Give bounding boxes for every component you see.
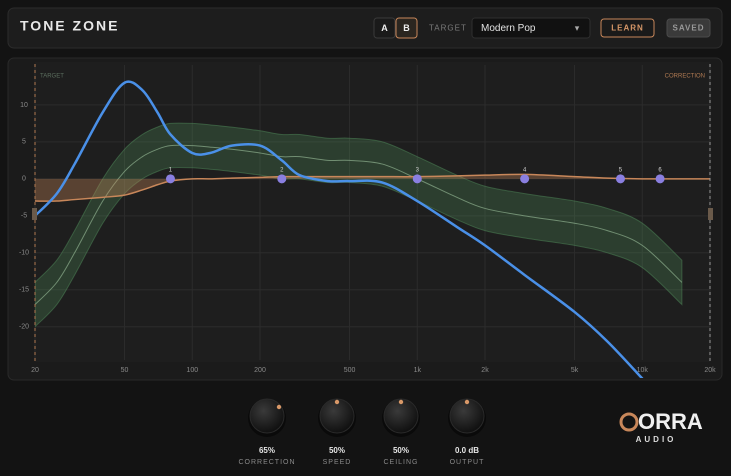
low-handle[interactable]: [32, 208, 37, 220]
knob-label: CORRECTION: [238, 459, 295, 466]
plot-area: [35, 62, 710, 362]
high-handle[interactable]: [708, 208, 713, 220]
knob[interactable]: [449, 398, 485, 434]
a-label: A: [381, 23, 388, 33]
eq-node[interactable]: [277, 174, 287, 184]
app-title: TONE ZONE: [20, 18, 119, 34]
x-tick-label: 5k: [571, 367, 579, 374]
y-tick-label: 5: [22, 139, 26, 146]
target-value: Modern Pop: [481, 23, 536, 34]
knob[interactable]: [249, 398, 285, 434]
target-band: [35, 122, 683, 328]
knob-value: 50%: [329, 446, 345, 455]
y-tick-label: -10: [19, 250, 29, 257]
learn-label: LEARN: [611, 24, 644, 33]
x-tick-label: 200: [254, 367, 266, 374]
correction-corner-label: CORRECTION: [665, 74, 705, 80]
y-tick-label: -15: [19, 287, 29, 294]
knob-indicator: [398, 399, 404, 405]
x-tick-label: 50: [121, 367, 129, 374]
knob-label: OUTPUT: [450, 459, 485, 466]
knob-label: SPEED: [323, 459, 352, 466]
x-tick-label: 20: [31, 367, 39, 374]
knob-label: CEILING: [383, 459, 418, 466]
knob[interactable]: [383, 398, 419, 434]
knob-indicator: [334, 399, 340, 405]
measured-curve: [35, 80, 644, 378]
node-label: 1: [169, 167, 173, 173]
logo-sub: AUDIO: [636, 435, 677, 444]
x-tick-label: 20k: [704, 367, 716, 374]
target-curve: [35, 144, 683, 305]
correction-curve: [35, 173, 710, 202]
a-button[interactable]: [373, 17, 396, 39]
y-tick-label: -20: [19, 324, 29, 331]
x-tick-label: 2k: [481, 367, 489, 374]
knob-indicator: [276, 404, 282, 410]
x-tick-label: 100: [186, 367, 198, 374]
knob[interactable]: [319, 398, 355, 434]
logo-name: ORRA: [638, 409, 703, 434]
saved-label: SAVED: [673, 24, 705, 33]
node-label: 2: [280, 167, 284, 173]
knob-value: 65%: [259, 446, 275, 455]
node-label: 5: [619, 167, 623, 173]
eq-node[interactable]: [655, 174, 665, 184]
logo-ring: [619, 412, 639, 432]
x-tick-label: 500: [344, 367, 356, 374]
node-label: 3: [416, 167, 420, 173]
eq-node[interactable]: [165, 174, 175, 184]
target-dropdown[interactable]: [471, 17, 591, 39]
knob-value: 0.0 dB: [455, 446, 479, 455]
knob-value: 50%: [393, 446, 409, 455]
target-corner-label: TARGET: [40, 74, 64, 80]
node-label: 4: [523, 167, 527, 173]
x-tick-label: 10k: [637, 367, 649, 374]
dropdown-arrow: ▾: [575, 23, 580, 33]
y-tick-label: 10: [20, 102, 28, 109]
eq-node[interactable]: [520, 174, 530, 184]
x-tick-label: 1k: [414, 367, 422, 374]
saved-button[interactable]: [666, 18, 711, 38]
knob-indicator: [464, 399, 470, 405]
eq-node[interactable]: [615, 174, 625, 184]
eq-node[interactable]: [412, 174, 422, 184]
b-button[interactable]: [395, 17, 418, 39]
b-label: B: [403, 23, 410, 33]
target-label: TARGET: [429, 24, 467, 33]
y-tick-label: 0: [22, 176, 26, 183]
node-label: 6: [658, 167, 662, 173]
learn-button[interactable]: [600, 18, 655, 38]
y-tick-label: -5: [21, 213, 27, 220]
